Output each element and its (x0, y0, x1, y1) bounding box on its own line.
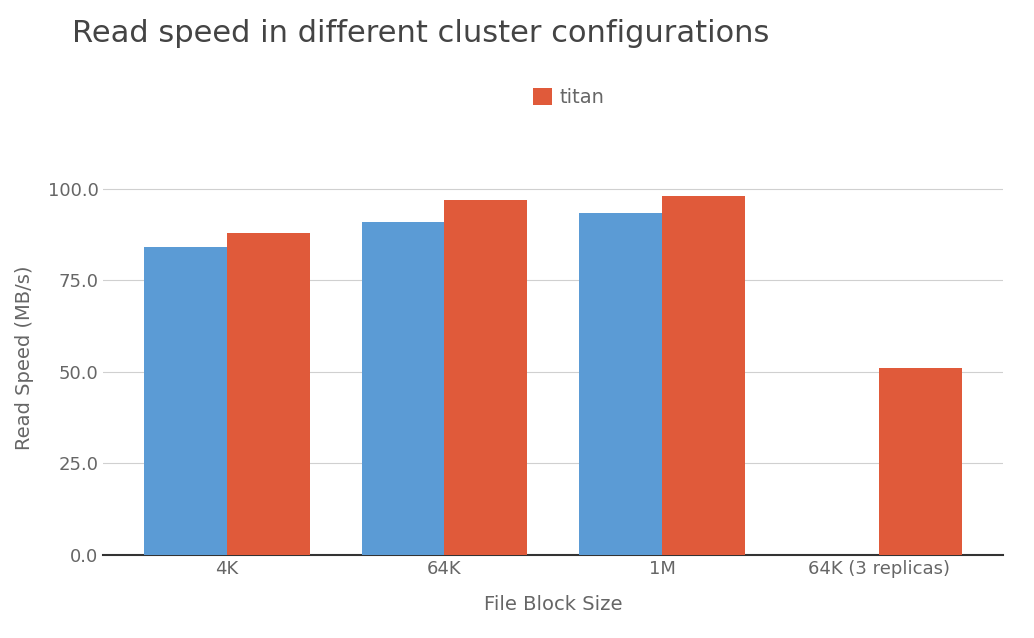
Bar (362, 222, 445, 555)
Text: Read speed in different cluster configurations: Read speed in different cluster configur… (72, 19, 769, 48)
Bar (445, 200, 527, 555)
Bar (880, 368, 962, 555)
Bar (145, 248, 226, 555)
Legend: titan: titan (525, 80, 612, 115)
Y-axis label: Read Speed (MB/s): Read Speed (MB/s) (14, 265, 34, 450)
Bar (662, 196, 744, 555)
X-axis label: File Block Size: File Block Size (484, 595, 622, 614)
Bar (579, 212, 662, 555)
Bar (226, 233, 309, 555)
